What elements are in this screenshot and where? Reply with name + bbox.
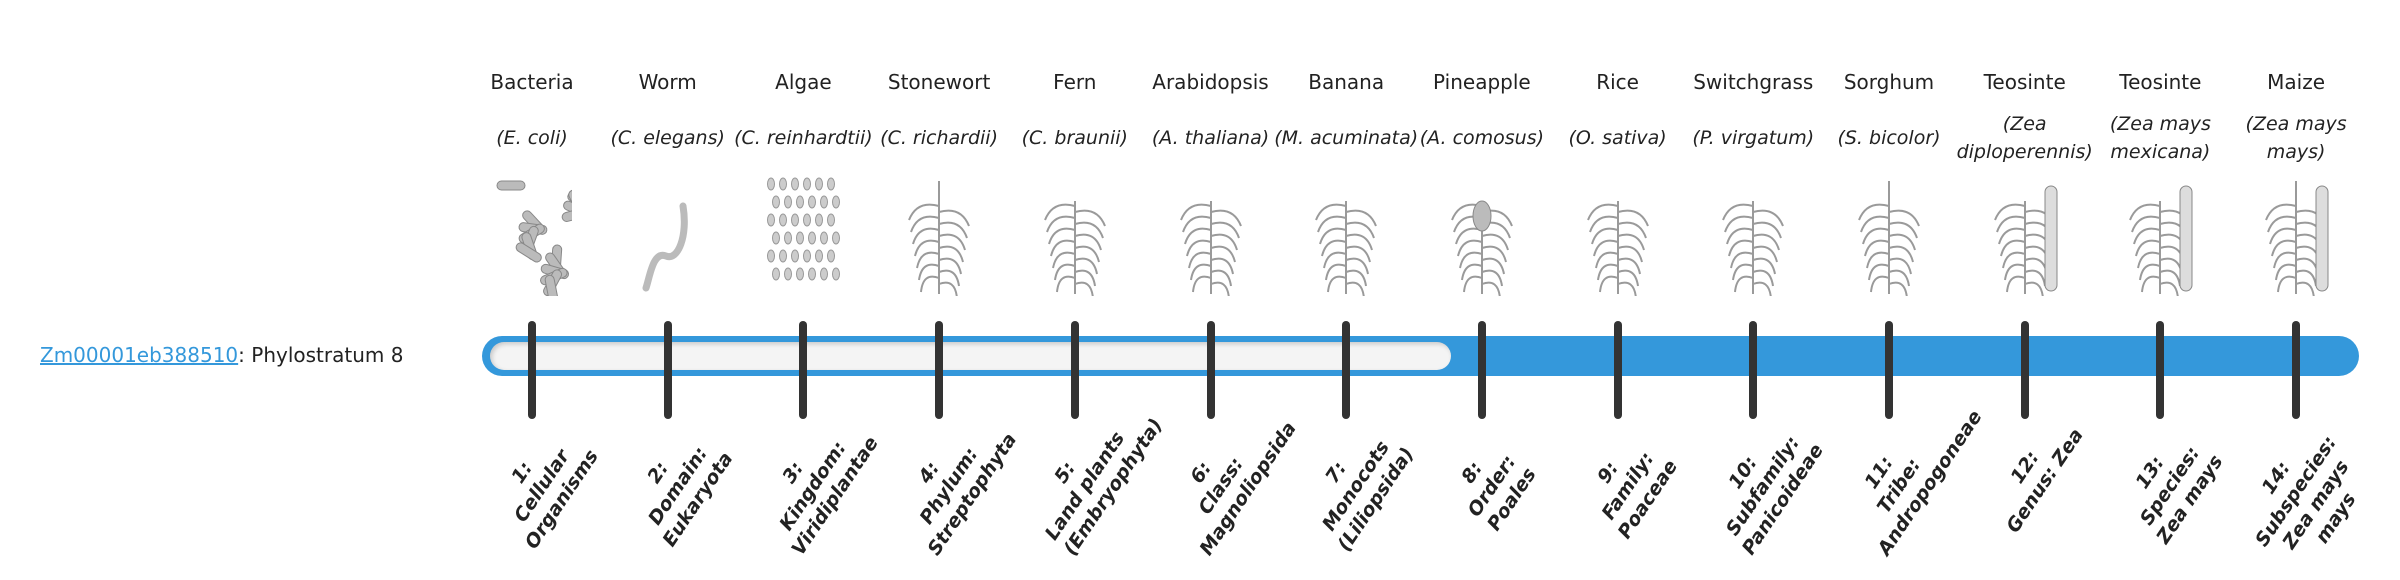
gene-id-link[interactable]: Zm00001eb388510 [40, 343, 239, 367]
organism-common-name: Pineapple [1433, 70, 1531, 94]
phylostratum-text: : Phylostratum 8 [238, 343, 404, 367]
teosinte-icon [2120, 176, 2200, 299]
fern-icon [1035, 176, 1115, 299]
organism-scientific-name: (C. braunii) [1003, 108, 1147, 168]
organism-common-name: Sorghum [1843, 70, 1935, 94]
sorghum-icon [1849, 176, 1929, 299]
organism-scientific-name: (Zea mays mexicana) [2088, 108, 2232, 168]
stratum-tick [2292, 321, 2301, 419]
stratum-tick [1477, 321, 1486, 419]
scientific-name-text: (P. virgatum) [1692, 127, 1815, 149]
organism-scientific-name: (O. sativa) [1546, 108, 1690, 168]
scientific-name-text: (Zea diploperennis) [1956, 113, 2093, 163]
scientific-name-text: (A. comosus) [1419, 127, 1545, 149]
organism-common-name: Banana [1308, 70, 1385, 94]
organism-scientific-name: (P. virgatum) [1681, 108, 1825, 168]
organism-common-name: Maize [2267, 70, 2326, 94]
stonewort-icon [899, 176, 979, 299]
scientific-name-text: (C. braunii) [1021, 127, 1128, 149]
organism-scientific-name: (Zea diploperennis) [1953, 108, 2097, 168]
scientific-name-text: (Zea mays mexicana) [2109, 113, 2211, 163]
organism-common-name: Teosinte [1983, 70, 2066, 94]
stratum-tick [663, 321, 672, 419]
bar-empty-groove [490, 342, 1452, 370]
taxonomic-rank-label: 4: Phylum: Streptophyta [883, 412, 1021, 560]
stratum-tick [1749, 321, 1758, 419]
stratum-tick [935, 321, 944, 419]
taxonomic-rank-label: 6: Class: Magnoliopsida [1154, 412, 1301, 560]
organism-scientific-name: (C. elegans) [596, 108, 740, 168]
organism-scientific-name: (C. richardii) [867, 108, 1011, 168]
scientific-name-text: (O. sativa) [1568, 127, 1667, 149]
scientific-name-text: (E. coli) [496, 127, 568, 149]
organism-scientific-name: (E. coli) [460, 108, 604, 168]
organism-common-name: Stonewort [887, 70, 991, 94]
arabidopsis-icon [1171, 176, 1251, 299]
algae-icon [763, 176, 843, 296]
scientific-name-text: (A. thaliana) [1151, 127, 1270, 149]
stratum-tick [1885, 321, 1893, 419]
organism-common-name: Worm [638, 70, 697, 94]
organism-scientific-name: (A. comosus) [1410, 108, 1554, 168]
organism-common-name: Teosinte [2119, 70, 2202, 94]
taxonomic-rank-label: 9: Family: Poaceae [1561, 412, 1693, 560]
scientific-name-text: (C. richardii) [880, 127, 998, 149]
organism-common-name: Rice [1596, 70, 1639, 94]
stratum-tick [1206, 321, 1215, 419]
scientific-name-text: (C. reinhardtii) [734, 127, 873, 149]
teosinte-icon [1985, 176, 2065, 299]
scientific-name-text: (M. acuminata) [1274, 127, 1419, 149]
taxonomic-rank-label: 14: Subspecies: Zea mays mays [2230, 417, 2382, 578]
organism-scientific-name: (Zea mays mays) [2224, 108, 2368, 168]
switchgrass-icon [1713, 176, 1793, 299]
organism-common-name: Arabidopsis [1152, 70, 1269, 94]
organism-scientific-name: (M. acuminata) [1274, 108, 1418, 168]
scientific-name-text: (Zea mays mays) [2245, 113, 2347, 163]
taxonomic-rank-label: 5: Land plants (Embryophyta) [1019, 412, 1167, 560]
taxonomic-rank-label: 3: Kingdom: Viridiplantae [747, 412, 884, 560]
organism-common-name: Switchgrass [1693, 70, 1814, 94]
scientific-name-text: (C. elegans) [610, 127, 725, 149]
stratum-tick [1613, 321, 1622, 419]
stratum-tick [799, 321, 808, 419]
taxonomic-rank-label: 1: Cellular Organisms [476, 412, 608, 560]
taxonomic-rank-label: 13: Species: Zea mays [2104, 412, 2236, 560]
organism-scientific-name: (S. bicolor) [1817, 108, 1961, 168]
bacteria-icon [492, 176, 593, 304]
stratum-tick [1070, 321, 1079, 419]
organism-common-name: Algae [775, 70, 832, 94]
taxonomic-rank-label: 2: Domain: Eukaryota [611, 412, 743, 560]
rice-icon [1578, 176, 1658, 299]
stratum-tick [528, 321, 536, 419]
organism-common-name: Fern [1053, 70, 1097, 94]
taxonomic-rank-label: 10: Subfamily: Panicoideae [1697, 412, 1829, 560]
taxonomic-rank-label: 12: Genus: Zea [1978, 407, 2090, 542]
gene-label: Zm00001eb388510: Phylostratum 8 [40, 340, 403, 370]
scientific-name-text: (S. bicolor) [1837, 127, 1941, 149]
organism-scientific-name: (C. reinhardtii) [731, 108, 875, 168]
taxonomic-rank-label: 11: Tribe: Andropogoneae [1833, 406, 1986, 560]
organism-common-name: Bacteria [490, 70, 574, 94]
banana-icon [1306, 176, 1386, 299]
worm-icon [628, 176, 708, 296]
stratum-tick [1342, 321, 1351, 419]
pineapple-icon [1442, 176, 1522, 299]
phylostratum-bar [482, 336, 2359, 376]
taxonomic-rank-label: 8: Order: Poales [1426, 412, 1558, 560]
taxonomic-rank-label: 7: Monocots (Liliopsida) [1290, 412, 1422, 560]
stratum-tick [2156, 321, 2165, 419]
maize-icon [2256, 176, 2336, 299]
organism-scientific-name: (A. thaliana) [1139, 108, 1283, 168]
stratum-tick [2020, 321, 2029, 419]
